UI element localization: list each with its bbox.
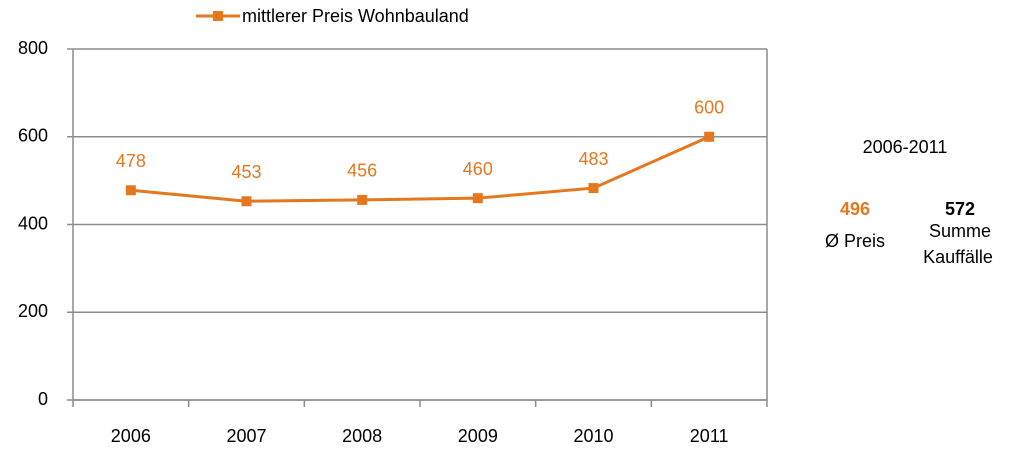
x-tick-label: 2007	[226, 426, 266, 446]
avg-price: 496	[840, 199, 870, 219]
x-tick-label: 2006	[111, 426, 151, 446]
total-sales: 572	[945, 199, 975, 219]
marker	[704, 131, 715, 142]
marker	[241, 196, 252, 207]
marker	[588, 183, 599, 194]
marker	[472, 193, 483, 204]
x-tick-label: 2009	[458, 426, 498, 446]
marker	[125, 185, 136, 196]
data-label: 600	[694, 98, 724, 118]
x-tick-label: 2011	[690, 426, 729, 446]
total-sales-label: Summe	[929, 221, 991, 241]
y-tick-label: 400	[18, 213, 48, 233]
total-sales-label: Kauffälle	[923, 247, 993, 267]
y-tick-label: 200	[18, 301, 48, 321]
period-label: 2006-2011	[863, 137, 948, 157]
avg-price-label: Ø Preis	[825, 231, 885, 251]
series-line	[130, 135, 710, 203]
y-tick-label: 600	[18, 126, 48, 146]
data-label: 456	[347, 161, 377, 181]
x-tick-label: 2010	[573, 426, 613, 446]
y-tick-label: 800	[18, 38, 48, 58]
data-label: 483	[578, 149, 608, 169]
x-tick-label: 2008	[342, 426, 382, 446]
marker	[357, 194, 368, 205]
data-label: 453	[231, 162, 261, 182]
legend-label: mittlerer Preis Wohnbauland	[242, 6, 469, 26]
y-tick-label: 0	[38, 389, 48, 409]
legend-marker	[213, 11, 223, 21]
data-label: 460	[463, 159, 493, 179]
data-label: 478	[116, 151, 146, 171]
